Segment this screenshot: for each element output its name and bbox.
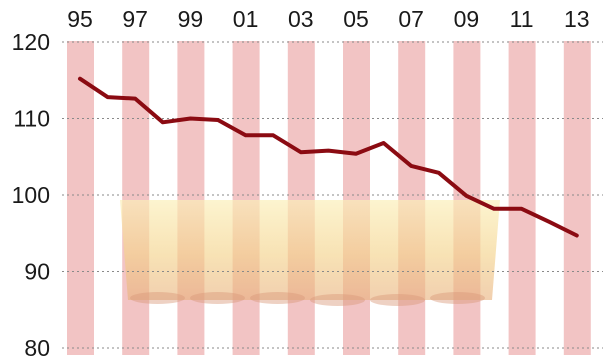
data-point-2000	[217, 119, 219, 121]
glasses-body	[120, 200, 500, 300]
y-tick-label-90: 90	[24, 259, 50, 285]
beer-glasses-photo	[120, 200, 500, 306]
data-point-2006	[382, 142, 385, 144]
year-band-1995	[67, 41, 94, 355]
x-tick-label-03: 03	[288, 6, 314, 32]
data-point-1995	[79, 77, 81, 80]
y-tick-label-110: 110	[13, 106, 50, 132]
data-point-2005	[355, 152, 357, 155]
year-band-1999	[177, 41, 205, 355]
y-tick-label-120: 120	[12, 29, 50, 55]
y-axis-ticks: 80 90 100 110 120	[12, 29, 50, 356]
x-tick-label-95: 95	[67, 6, 93, 32]
data-point-1998	[162, 121, 164, 124]
data-point-2011	[520, 207, 523, 210]
x-tick-label-01: 01	[233, 6, 259, 32]
data-point-2010	[493, 207, 495, 210]
x-tick-label-11: 11	[510, 6, 534, 32]
data-point-2013	[576, 234, 578, 237]
data-point-2003	[300, 151, 302, 153]
gridlines	[62, 41, 603, 349]
series-line-layer	[78, 76, 579, 238]
glass-base-5	[370, 294, 425, 306]
data-point-1996	[106, 96, 109, 98]
x-tick-label-99: 99	[178, 6, 204, 32]
x-tick-label-07: 07	[398, 6, 424, 32]
glass-base-1	[130, 292, 185, 304]
data-point-2008	[438, 172, 440, 174]
glass-base-3	[250, 292, 305, 304]
x-tick-label-09: 09	[454, 6, 480, 32]
year-band-2005	[343, 41, 370, 355]
x-tick-label-05: 05	[343, 6, 369, 32]
data-point-1997	[134, 97, 136, 100]
y-tick-label-80: 80	[24, 335, 50, 356]
year-band-2003	[287, 41, 315, 355]
year-band-2007	[398, 41, 426, 355]
glass-base-4	[310, 294, 365, 306]
glass-base-2	[190, 292, 245, 304]
year-bands	[67, 41, 591, 355]
data-point-2009	[465, 194, 468, 197]
x-axis-ticks: 95 97 99 01 03 05 07 09 11 13	[67, 6, 589, 32]
year-band-2011	[508, 41, 536, 355]
data-point-2012	[548, 220, 550, 223]
data-point-2002	[272, 134, 275, 137]
data-point-2001	[244, 134, 247, 137]
x-tick-label-97: 97	[122, 6, 148, 32]
data-point-2004	[327, 149, 330, 152]
x-tick-label-13: 13	[564, 6, 590, 32]
year-band-2013	[563, 41, 591, 355]
data-point-2007	[410, 165, 413, 167]
glass-base-6	[430, 292, 485, 304]
year-band-1997	[122, 41, 150, 355]
data-point-1999	[189, 117, 192, 120]
year-band-2001	[232, 41, 260, 355]
y-tick-label-100: 100	[12, 182, 50, 208]
